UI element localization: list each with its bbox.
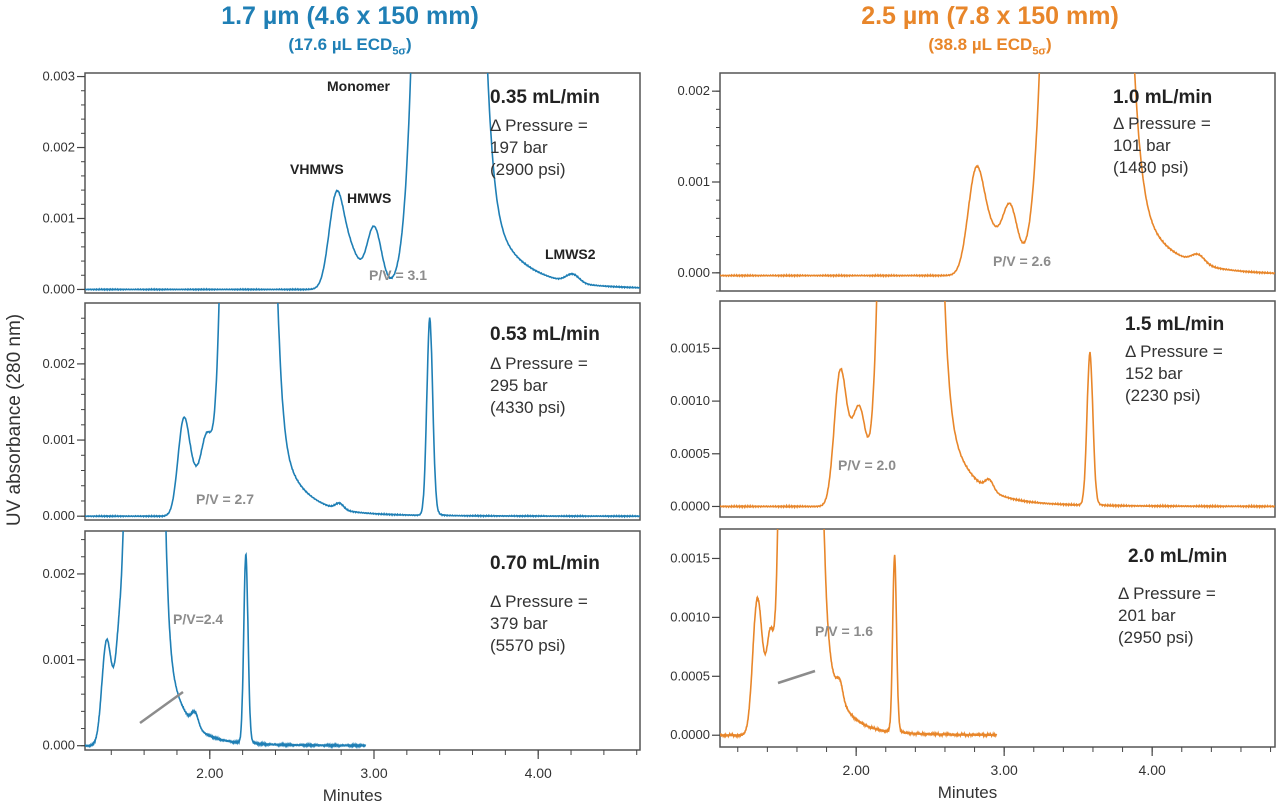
chromatogram-trace xyxy=(85,303,640,519)
pressure-label: Δ Pressure = xyxy=(490,354,588,373)
pressure-label: 295 bar xyxy=(490,376,548,395)
chromatogram-panel-right-bottom: 0.0000 0.0005 0.0010 0.0015 2.00 3.00 4.00 Minu… xyxy=(670,528,1276,802)
chromatogram-panel-left-mid: 0.000 0.001 0.002 0.53 mL/min Δ Pressure = 29… xyxy=(42,302,641,523)
y-tick-label: 0.002 xyxy=(42,140,75,155)
y-tick-label: 0.0015 xyxy=(670,340,710,355)
pv-leader-line xyxy=(139,690,184,725)
pressure-label: Δ Pressure = xyxy=(1113,114,1211,133)
subtitle-text: (38.8 µL ECD xyxy=(928,35,1033,54)
pressure-label: (2900 psi) xyxy=(490,160,566,179)
y-tick-label: 0.0010 xyxy=(670,393,710,408)
x-tick-label: 2.00 xyxy=(196,765,223,781)
y-tick-label: 0.002 xyxy=(42,356,75,371)
y-tick-label: 0.000 xyxy=(42,281,75,296)
x-tick-label: 2.00 xyxy=(843,762,870,778)
column-subtitle: (38.8 µL ECD5σ) xyxy=(700,35,1280,57)
peak-label: LMWS2 xyxy=(545,246,596,262)
column-title-main: 2.5 µm (7.8 x 150 mm) xyxy=(861,2,1119,30)
flow-rate-label: 1.5 mL/min xyxy=(1125,314,1224,335)
chromatogram-panel-left-top: 0.000 0.001 0.002 0.003 0.35 mL/min Δ Pressur… xyxy=(42,69,641,296)
subtitle-suffix: ) xyxy=(405,35,412,54)
pressure-label: 197 bar xyxy=(490,138,548,157)
pressure-label: (2950 psi) xyxy=(1118,628,1194,647)
x-tick-label: 4.00 xyxy=(1139,762,1166,778)
peak-label: Monomer xyxy=(327,78,391,94)
subtitle-subscript: 5σ xyxy=(1032,45,1046,58)
flow-rate-label: 0.53 mL/min xyxy=(490,324,600,345)
y-tick-label: 0.0010 xyxy=(670,609,710,624)
y-tick-label: 0.002 xyxy=(42,566,75,581)
plot-frame xyxy=(719,528,1276,748)
pv-leader-line xyxy=(777,669,816,685)
plot-frame xyxy=(84,530,641,751)
y-tick-label: 0.000 xyxy=(677,265,710,280)
plot-frame xyxy=(84,72,641,294)
pressure-label: 201 bar xyxy=(1118,606,1176,625)
peak-valley-ratio-label: P/V = 2.0 xyxy=(838,457,896,473)
pressure-label: Δ Pressure = xyxy=(490,116,588,135)
pressure-label: Δ Pressure = xyxy=(1125,342,1223,361)
y-tick-label: 0.000 xyxy=(42,738,75,753)
chromatogram-panel-right-top: 0.000 0.001 0.002 1.0 mL/min Δ Pressure = 101… xyxy=(677,72,1276,292)
peak-valley-ratio-label: P/V = 3.1 xyxy=(369,267,427,283)
chromatogram-panel-right-mid: 0.0000 0.0005 0.0010 0.0015 1.5 mL/min Δ Pres… xyxy=(670,300,1276,518)
subtitle-suffix: ) xyxy=(1045,35,1052,54)
y-axis-label: UV absorbance (280 nm) xyxy=(4,314,25,526)
chromatogram-trace xyxy=(720,73,1275,279)
y-tick-label: 0.0000 xyxy=(670,498,710,513)
chromatogram-trace xyxy=(85,531,367,750)
y-tick-label: 0.001 xyxy=(42,652,75,667)
y-tick-label: 0.001 xyxy=(42,210,75,225)
flow-rate-label: 0.35 mL/min xyxy=(490,87,600,108)
peak-label: HMWS xyxy=(347,190,391,206)
pressure-label: 379 bar xyxy=(490,614,548,633)
plot-frame xyxy=(719,300,1276,518)
y-tick-label: 0.0000 xyxy=(670,727,710,742)
chromatogram-trace xyxy=(720,301,1275,510)
flow-rate-label: 2.0 mL/min xyxy=(1128,546,1227,567)
column-title-right: 2.5 µm (7.8 x 150 mm) (38.8 µL ECD5σ) xyxy=(700,2,1280,57)
x-axis-label: Minutes xyxy=(938,783,998,802)
subtitle-subscript: 5σ xyxy=(392,45,406,58)
subtitle-text: (17.6 µL ECD xyxy=(288,35,393,54)
column-subtitle: (17.6 µL ECD5σ) xyxy=(60,35,640,57)
y-tick-label: 0.002 xyxy=(677,83,710,98)
peak-label: VHMWS xyxy=(290,161,344,177)
chromatogram-trace xyxy=(720,529,998,740)
x-tick-label: 3.00 xyxy=(360,765,387,781)
peak-valley-ratio-label: P/V = 1.6 xyxy=(815,623,873,639)
peak-valley-ratio-label: P/V = 2.6 xyxy=(993,253,1051,269)
x-tick-label: 4.00 xyxy=(525,765,552,781)
x-tick-label: 3.00 xyxy=(991,762,1018,778)
pressure-label: Δ Pressure = xyxy=(490,592,588,611)
flow-rate-label: 0.70 mL/min xyxy=(490,553,600,574)
pressure-label: Δ Pressure = xyxy=(1118,584,1216,603)
pressure-label: (1480 psi) xyxy=(1113,158,1189,177)
y-tick-label: 0.001 xyxy=(677,174,710,189)
pressure-label: (4330 psi) xyxy=(490,398,566,417)
x-axis-label: Minutes xyxy=(323,786,383,805)
y-tick-label: 0.0005 xyxy=(670,668,710,683)
chromatogram-trace xyxy=(85,73,640,292)
pressure-label: (2230 psi) xyxy=(1125,386,1201,405)
y-tick-label: 0.003 xyxy=(42,69,75,84)
column-title-left: 1.7 µm (4.6 x 150 mm) (17.6 µL ECD5σ) xyxy=(60,2,640,57)
chromatogram-panel-left-bottom: 0.000 0.001 0.002 2.00 3.00 4.00 Minutes 0.70 m… xyxy=(42,530,641,805)
peak-valley-ratio-label: P/V = 2.7 xyxy=(196,491,254,507)
pressure-label: (5570 psi) xyxy=(490,636,566,655)
flow-rate-label: 1.0 mL/min xyxy=(1113,87,1212,108)
pressure-label: 101 bar xyxy=(1113,136,1171,155)
plot-frame xyxy=(84,302,641,521)
y-tick-label: 0.000 xyxy=(42,508,75,523)
y-tick-label: 0.0005 xyxy=(670,446,710,461)
column-title-main: 1.7 µm (4.6 x 150 mm) xyxy=(221,2,479,30)
y-tick-label: 0.0015 xyxy=(670,550,710,565)
peak-valley-ratio-label: P/V=2.4 xyxy=(173,611,223,627)
y-tick-label: 0.001 xyxy=(42,432,75,447)
pressure-label: 152 bar xyxy=(1125,364,1183,383)
